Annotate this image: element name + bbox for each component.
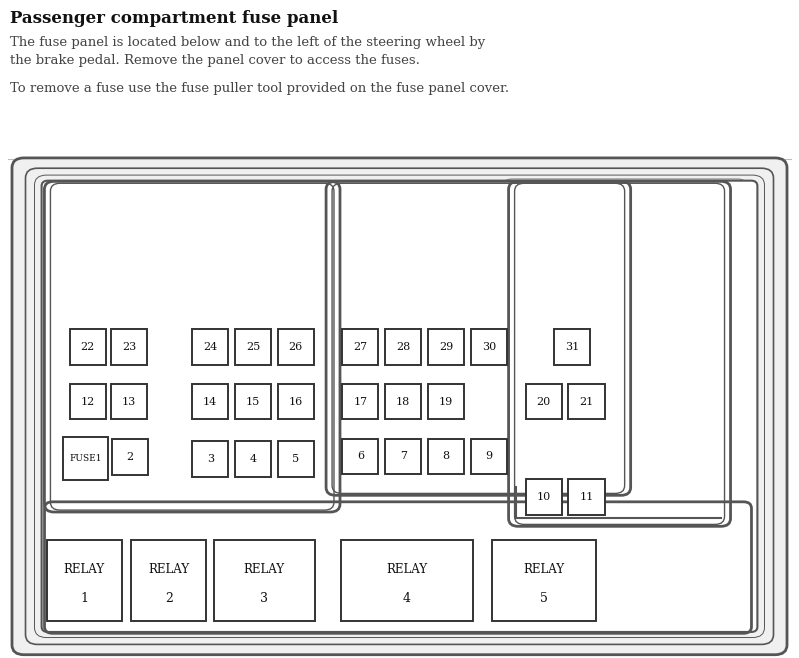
Text: 21: 21 <box>579 397 594 407</box>
Text: FUSE1: FUSE1 <box>70 454 101 463</box>
Bar <box>343 329 379 365</box>
Bar <box>568 479 605 515</box>
Text: 5: 5 <box>292 454 300 464</box>
Bar <box>235 384 271 419</box>
Text: RELAY: RELAY <box>63 563 105 576</box>
Bar <box>526 479 562 515</box>
Bar <box>193 329 229 365</box>
Text: 14: 14 <box>203 397 217 407</box>
Text: 9: 9 <box>485 451 492 461</box>
Text: 27: 27 <box>353 342 368 351</box>
Bar <box>568 384 605 419</box>
Bar <box>111 384 147 419</box>
Text: 28: 28 <box>396 342 411 351</box>
Text: RELAY: RELAY <box>387 563 427 576</box>
Bar <box>278 329 314 365</box>
FancyBboxPatch shape <box>12 158 787 655</box>
Text: 29: 29 <box>439 342 453 351</box>
Bar <box>235 441 271 476</box>
Text: 11: 11 <box>579 492 594 502</box>
Bar <box>63 438 108 480</box>
Bar <box>70 384 105 419</box>
Text: 22: 22 <box>81 342 95 351</box>
Text: 26: 26 <box>288 342 303 351</box>
Text: 10: 10 <box>537 492 551 502</box>
Bar <box>385 438 421 474</box>
Bar <box>428 438 464 474</box>
Text: 4: 4 <box>249 454 256 464</box>
Bar <box>111 329 147 365</box>
Text: 19: 19 <box>439 397 453 407</box>
Bar <box>428 384 464 419</box>
Text: 3: 3 <box>260 592 268 605</box>
Bar <box>341 540 473 621</box>
Text: RELAY: RELAY <box>149 563 189 576</box>
Text: 4: 4 <box>403 592 411 605</box>
Text: 25: 25 <box>246 342 260 351</box>
Bar <box>193 441 229 476</box>
Bar <box>278 441 314 476</box>
Bar <box>343 438 379 474</box>
Bar <box>526 384 562 419</box>
Text: 18: 18 <box>396 397 411 407</box>
Bar <box>385 329 421 365</box>
Bar <box>213 540 315 621</box>
Text: 1: 1 <box>80 592 88 605</box>
Bar <box>555 329 590 365</box>
Bar <box>46 540 121 621</box>
Text: 3: 3 <box>207 454 214 464</box>
Bar <box>193 384 229 419</box>
Text: 13: 13 <box>122 397 137 407</box>
Bar <box>492 540 595 621</box>
Text: 6: 6 <box>357 451 364 461</box>
Text: 12: 12 <box>81 397 95 407</box>
Bar <box>278 384 314 419</box>
Text: 17: 17 <box>353 397 368 407</box>
Text: 15: 15 <box>246 397 260 407</box>
Text: 24: 24 <box>203 342 217 351</box>
FancyBboxPatch shape <box>42 181 757 632</box>
Text: To remove a fuse use the fuse puller tool provided on the fuse panel cover.: To remove a fuse use the fuse puller too… <box>10 82 509 95</box>
Text: 30: 30 <box>482 342 496 351</box>
Text: RELAY: RELAY <box>244 563 285 576</box>
Bar <box>70 329 105 365</box>
Text: 20: 20 <box>537 397 551 407</box>
Bar <box>235 329 271 365</box>
Text: 31: 31 <box>565 342 579 351</box>
Text: 2: 2 <box>126 452 133 463</box>
Text: 5: 5 <box>540 592 547 605</box>
Bar <box>131 540 206 621</box>
Text: 23: 23 <box>122 342 137 351</box>
Bar <box>385 384 421 419</box>
Bar <box>112 440 148 475</box>
Text: The fuse panel is located below and to the left of the steering wheel by
the bra: The fuse panel is located below and to t… <box>10 36 485 67</box>
Text: 7: 7 <box>400 451 407 461</box>
Text: 2: 2 <box>165 592 173 605</box>
Text: 8: 8 <box>443 451 450 461</box>
Bar <box>428 329 464 365</box>
Bar <box>471 438 507 474</box>
Bar <box>471 329 507 365</box>
Text: 16: 16 <box>288 397 303 407</box>
Text: Passenger compartment fuse panel: Passenger compartment fuse panel <box>10 10 338 27</box>
Text: RELAY: RELAY <box>523 563 564 576</box>
Bar <box>343 384 379 419</box>
